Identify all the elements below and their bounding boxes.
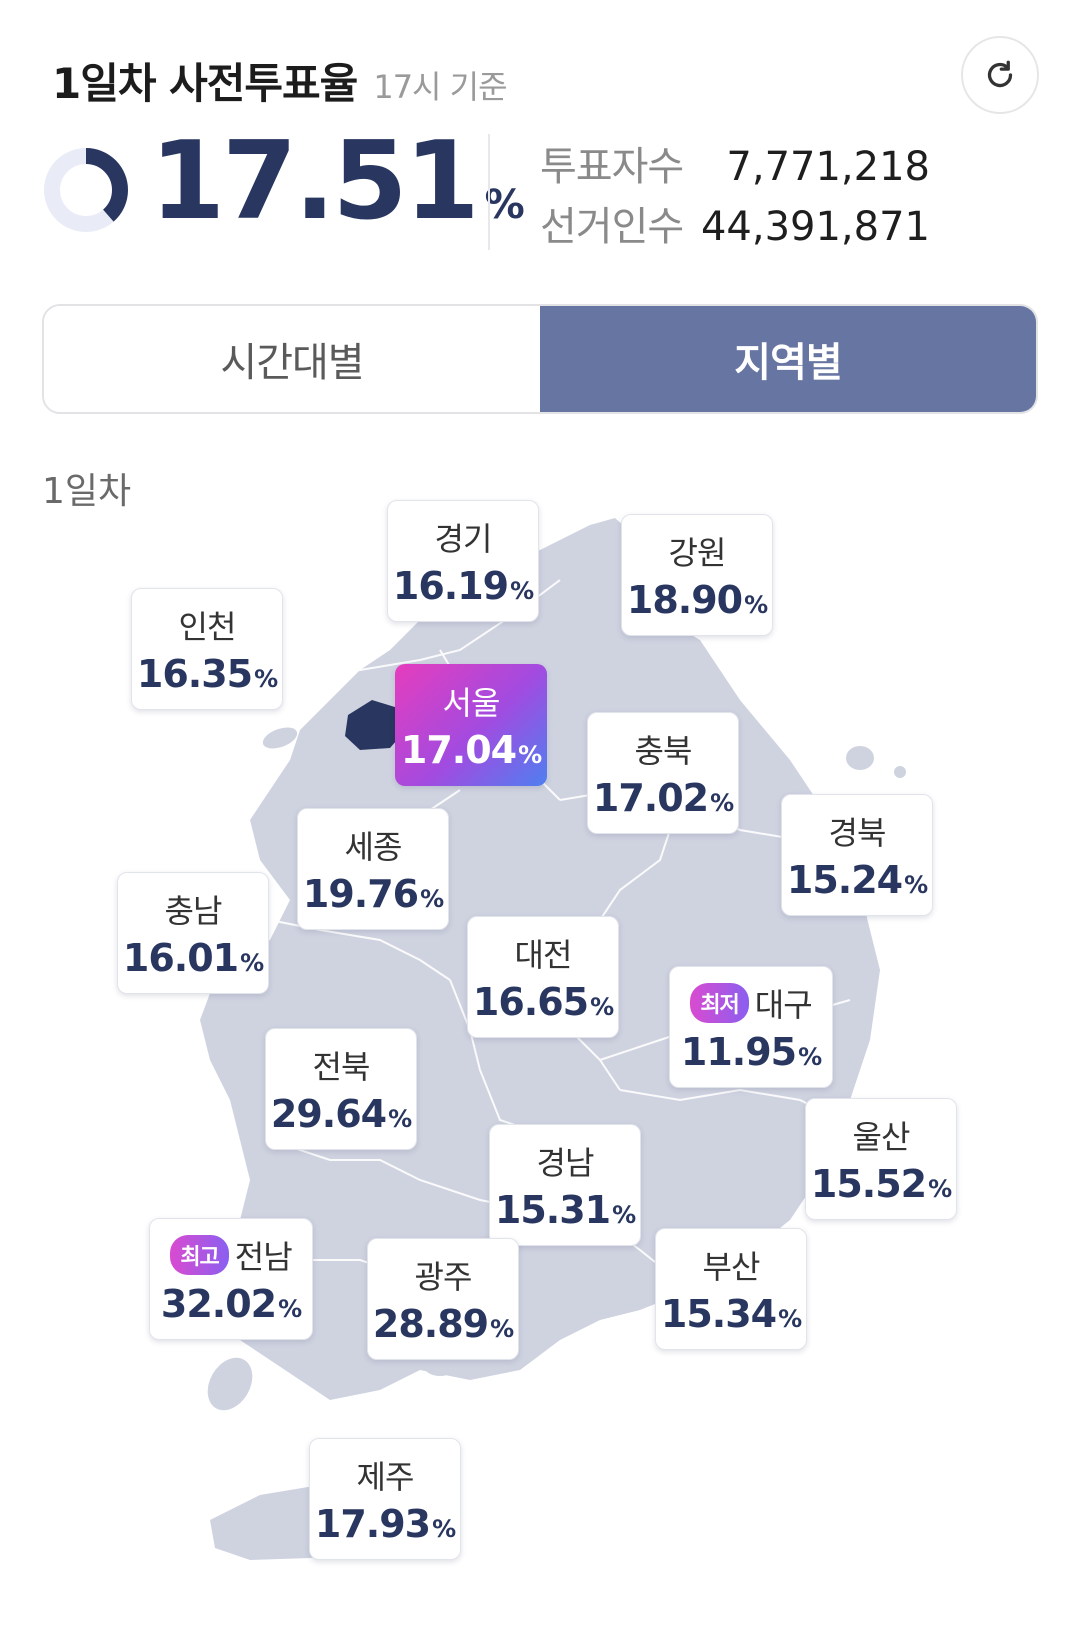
voters-row: 투표자수 7,771,218 [540, 134, 930, 194]
region-card-gwangju[interactable]: 광주 28.89% [367, 1238, 519, 1360]
electors-value: 44,391,871 [700, 204, 930, 250]
island-shape [207, 1357, 253, 1411]
refresh-button[interactable] [961, 36, 1039, 114]
region-card-seoul[interactable]: 서울 17.04% [395, 664, 547, 786]
turnout-stats: 투표자수 7,771,218 선거인수 44,391,871 [540, 134, 930, 254]
region-name: 경남 [536, 1144, 595, 1182]
region-name: 울산 [852, 1118, 911, 1156]
region-name: 부산 [702, 1248, 761, 1286]
region-card-gyeongbuk[interactable]: 경북 15.24% [781, 794, 933, 916]
region-card-gyeonggi[interactable]: 경기 16.19% [387, 500, 539, 622]
view-tabs: 시간대별 지역별 [42, 304, 1038, 414]
refresh-icon [987, 60, 1013, 88]
region-card-gangwon[interactable]: 강원 18.90% [621, 514, 773, 636]
region-card-jeju[interactable]: 제주 17.93% [309, 1438, 461, 1560]
voters-value: 7,771,218 [726, 144, 930, 190]
region-rate: 11.95% [680, 1030, 822, 1074]
region-name: 최고 전남 [170, 1232, 293, 1278]
region-card-chungnam[interactable]: 충남 16.01% [117, 872, 269, 994]
region-rate: 19.76% [302, 872, 444, 916]
highest-badge: 최고 [170, 1235, 229, 1275]
region-rate: 17.93% [314, 1502, 456, 1546]
region-rate: 15.24% [786, 858, 928, 902]
summary-divider [488, 134, 490, 250]
region-name: 세종 [344, 828, 403, 866]
electors-label: 선거인수 [540, 204, 684, 250]
region-rate: 28.89% [372, 1302, 514, 1346]
island-shape [532, 1286, 564, 1330]
region-rate: 17.02% [592, 776, 734, 820]
lowest-badge: 최저 [690, 983, 749, 1023]
region-rate: 18.90% [626, 578, 768, 622]
region-name: 충남 [164, 892, 223, 930]
region-card-busan[interactable]: 부산 15.34% [655, 1228, 807, 1350]
region-card-daegu[interactable]: 최저 대구 11.95% [669, 966, 833, 1088]
time-basis: 17시 기준 [373, 68, 507, 106]
region-rate: 15.52% [810, 1162, 952, 1206]
region-name: 제주 [356, 1458, 415, 1496]
region-rate: 29.64% [270, 1092, 412, 1136]
region-name: 강원 [668, 534, 727, 572]
region-card-ulsan[interactable]: 울산 15.52% [805, 1098, 957, 1220]
region-card-chungbuk[interactable]: 충북 17.02% [587, 712, 739, 834]
region-name: 전북 [312, 1048, 371, 1086]
region-name: 대전 [514, 936, 573, 974]
day-label: 1일차 [42, 471, 132, 512]
voters-label: 투표자수 [540, 144, 684, 190]
region-name: 광주 [414, 1258, 473, 1296]
turnout-rate-unit: % [484, 182, 525, 228]
region-name: 경기 [434, 520, 493, 558]
region-name: 인천 [178, 608, 237, 646]
region-card-gyeongnam[interactable]: 경남 15.31% [489, 1124, 641, 1246]
region-card-sejong[interactable]: 세종 19.76% [297, 808, 449, 930]
tab-by-time[interactable]: 시간대별 [44, 306, 540, 412]
turnout-donut-arc [44, 148, 128, 232]
region-rate: 15.34% [660, 1292, 802, 1336]
island-shape [262, 727, 298, 749]
region-rate: 17.04% [400, 728, 542, 772]
region-card-incheon[interactable]: 인천 16.35% [131, 588, 283, 710]
island-shape [894, 766, 906, 778]
electors-row: 선거인수 44,391,871 [540, 194, 930, 254]
island-shape [846, 746, 874, 770]
region-name: 충북 [634, 732, 693, 770]
region-card-jeonbuk[interactable]: 전북 29.64% [265, 1028, 417, 1150]
turnout-rate: 17.51 % [150, 128, 525, 236]
region-rate: 16.01% [122, 936, 264, 980]
region-card-daejeon[interactable]: 대전 16.65% [467, 916, 619, 1038]
turnout-rate-value: 17.51 [150, 119, 480, 244]
seoul-shape [345, 700, 404, 750]
region-rate: 16.19% [392, 564, 534, 608]
region-name: 경북 [828, 814, 887, 852]
region-rate: 16.65% [472, 980, 614, 1024]
page-title: 1일차 사전투표율 [52, 59, 358, 108]
region-card-jeonnam[interactable]: 최고 전남 32.02% [149, 1218, 313, 1340]
title-row: 1일차 사전투표율 17시 기준 [52, 50, 508, 111]
region-rate: 32.02% [160, 1282, 302, 1326]
tab-by-region[interactable]: 지역별 [540, 306, 1036, 412]
region-name: 서울 [442, 684, 501, 722]
region-rate: 15.31% [494, 1188, 636, 1232]
region-map: 경기 16.19% 강원 18.90% 인천 16.35% 서울 17.04% … [0, 500, 1080, 1648]
region-name: 최저 대구 [690, 980, 813, 1026]
island-shape [424, 1356, 456, 1376]
turnout-donut [44, 148, 128, 232]
region-rate: 16.35% [136, 652, 278, 696]
